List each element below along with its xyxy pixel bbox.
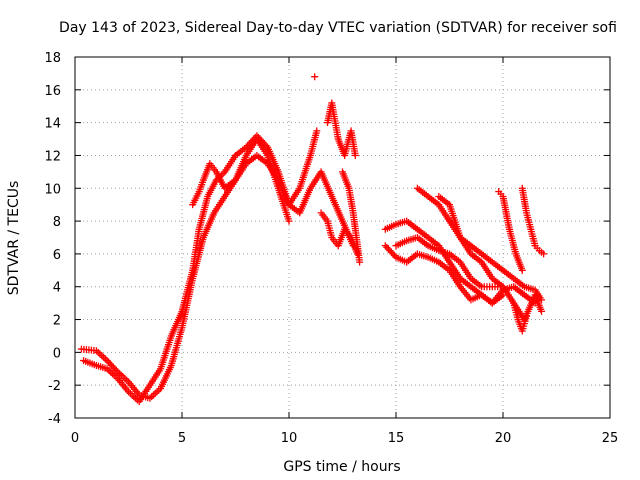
data-point: [540, 250, 548, 258]
data-point-interp: [387, 248, 395, 256]
data-point: [538, 307, 546, 315]
data-point: [103, 357, 111, 365]
y-tick-label: -4: [48, 412, 61, 427]
data-marks: [77, 73, 548, 406]
data-point-interp: [384, 245, 392, 253]
data-point: [285, 217, 293, 225]
data-point-interp: [106, 360, 114, 368]
y-tick-label: 12: [44, 149, 61, 164]
x-tick-label: 20: [495, 431, 512, 446]
y-tick-label: 4: [53, 281, 61, 296]
plot-frame: [74, 56, 611, 419]
ticks: 0 5 10 15 20 25 -4 -2 0 2 4 6 8 10 12 14 16 18: [44, 51, 618, 446]
data-point-interp: [112, 366, 120, 374]
grid: [75, 57, 610, 418]
series-track-6: [339, 168, 364, 266]
series-track-14: [518, 184, 548, 258]
x-tick-label: 10: [281, 431, 298, 446]
data-point-interp: [109, 363, 117, 371]
data-point-interp: [383, 243, 391, 251]
series-track-9: [381, 217, 507, 307]
x-axis-label: GPS time / hours: [283, 459, 400, 475]
y-tick-label: 2: [53, 314, 61, 329]
data-point-interp: [386, 247, 394, 255]
y-tick-label: 0: [53, 346, 61, 361]
series-track-10: [392, 234, 507, 291]
data-point: [381, 242, 389, 250]
y-tick-label: -2: [48, 379, 61, 394]
series-track-5: [324, 99, 359, 159]
data-point: [313, 127, 321, 135]
x-tick-label: 25: [602, 431, 619, 446]
y-tick-label: 14: [44, 117, 61, 132]
series-track-4: [317, 209, 361, 258]
y-tick-label: 10: [44, 182, 61, 197]
series-track-13: [495, 188, 526, 274]
y-tick-label: 6: [53, 248, 61, 263]
x-tick-label: 5: [178, 431, 186, 446]
y-tick-label: 18: [44, 51, 61, 66]
y-tick-label: 8: [53, 215, 61, 230]
x-tick-label: 0: [71, 431, 79, 446]
data-point-interp: [105, 358, 113, 366]
data-point-interp: [390, 252, 398, 260]
data-point-interp: [108, 361, 116, 369]
series-track-7: [311, 73, 319, 81]
y-tick-label: 16: [44, 84, 61, 99]
data-point: [351, 151, 359, 159]
data-point: [311, 73, 319, 81]
data-point: [523, 312, 531, 320]
x-tick-label: 15: [388, 431, 405, 446]
series-track-12: [435, 192, 546, 324]
data-point-interp: [111, 365, 119, 373]
series-track-15: [510, 299, 531, 335]
data-point: [538, 296, 546, 304]
y-axis-label: SDTVAR / TECUs: [6, 181, 22, 296]
chart-title: Day 143 of 2023, Sidereal Day-to-day VTE…: [59, 20, 617, 36]
data-point: [356, 258, 364, 266]
series-track-3: [189, 135, 293, 225]
data-point: [518, 266, 526, 274]
data-point-interp: [389, 250, 397, 258]
series-track-2: [80, 127, 321, 406]
